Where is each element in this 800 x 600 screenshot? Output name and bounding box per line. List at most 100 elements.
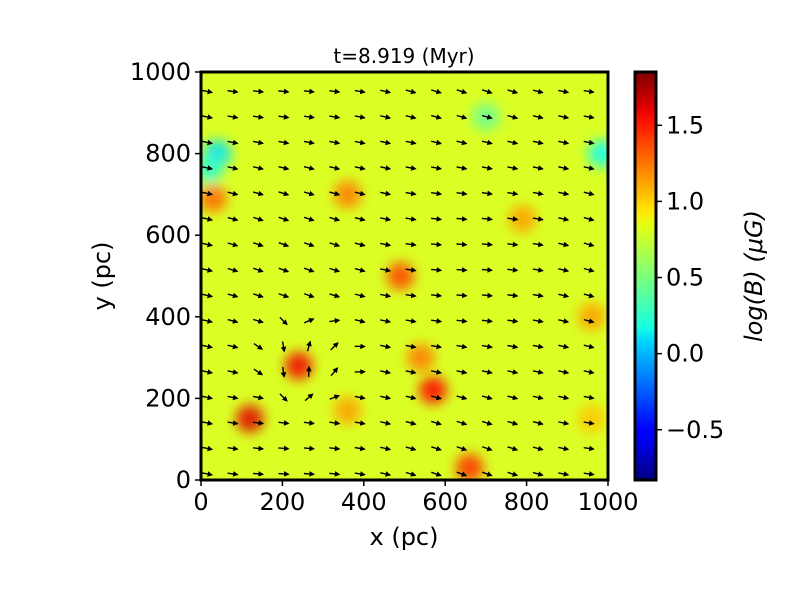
field-arrow (253, 368, 264, 376)
field-arrow (380, 471, 392, 477)
field-arrow (558, 190, 570, 197)
field-arrow (304, 393, 314, 402)
field-arrow (354, 471, 366, 477)
field-arrow (253, 292, 264, 299)
field-arrow (532, 267, 544, 273)
field-arrow (405, 369, 417, 375)
field-arrow (253, 216, 264, 222)
field-arrow (430, 190, 443, 197)
field-arrow (227, 318, 239, 324)
field-arrow (278, 241, 290, 248)
field-arrow (558, 471, 570, 477)
field-arrow (303, 445, 315, 452)
field-arrow (430, 267, 443, 273)
field-arrow (558, 165, 570, 171)
colorbar-tick-label: 1.5 (666, 111, 704, 139)
field-arrow (380, 139, 392, 146)
heatmap-feature (587, 139, 608, 168)
colorbar-frame (633, 70, 658, 482)
field-arrow (354, 165, 366, 171)
field-arrow (583, 88, 595, 95)
field-arrow (481, 216, 494, 222)
field-arrow (303, 88, 315, 95)
field-arrow (456, 139, 468, 146)
colorbar-tick-label: 0.0 (666, 340, 704, 368)
field-arrow (456, 241, 468, 248)
field-arrow (405, 343, 417, 350)
field-arrow (329, 190, 341, 197)
field-arrow (227, 241, 239, 248)
field-arrow (354, 445, 366, 452)
field-arrow (202, 369, 214, 375)
field-arrow (329, 445, 341, 452)
field-arrow (405, 318, 417, 324)
field-arrow (583, 292, 595, 299)
field-arrow (558, 420, 570, 426)
field-arrow (354, 190, 366, 197)
field-arrow (431, 139, 443, 146)
field-arrow (252, 114, 265, 120)
field-arrow (354, 241, 366, 248)
field-arrow (380, 292, 392, 299)
field-arrow (507, 114, 519, 120)
field-arrow (380, 394, 392, 401)
field-arrow (252, 394, 264, 401)
field-arrow (252, 318, 264, 324)
field-arrow (481, 241, 494, 248)
field-arrow (405, 292, 417, 299)
field-arrow (583, 114, 595, 120)
colorbar: −0.5 0.0 0.5 1.0 1.5 log(B) (μG) (633, 70, 768, 482)
field-arrow (532, 369, 544, 375)
x-axis-label: x (pc) (370, 523, 439, 551)
field-arrow (329, 114, 341, 120)
field-arrow (380, 190, 392, 197)
field-arrow (558, 343, 570, 350)
field-arrow (405, 445, 417, 452)
field-arrow (558, 318, 570, 324)
field-arrow (481, 420, 493, 426)
field-arrow (280, 341, 287, 353)
field-arrow (507, 165, 519, 171)
field-arrow (456, 445, 468, 452)
field-arrow (202, 471, 214, 477)
field-arrow (456, 471, 468, 477)
heatmap-feature (201, 155, 224, 184)
y-axis: 0 200 400 600 800 1000 (130, 58, 201, 494)
field-arrow (329, 292, 341, 299)
field-arrow (303, 190, 315, 197)
field-arrow (303, 165, 315, 171)
field-arrow (202, 420, 214, 426)
field-arrow (202, 394, 214, 401)
field-arrow (583, 343, 595, 350)
heatmap-feature (406, 343, 435, 372)
heatmap-feature (284, 351, 313, 380)
field-arrow (583, 216, 595, 222)
field-arrow (507, 445, 519, 452)
field-arrow (354, 139, 366, 146)
field-arrow (202, 343, 214, 350)
field-arrow (507, 318, 519, 324)
field-arrow (583, 241, 595, 248)
field-arrow (456, 343, 468, 350)
field-arrow (532, 139, 544, 146)
field-arrow (558, 445, 570, 452)
field-arrow (532, 88, 544, 95)
heatmap-feature (201, 184, 228, 213)
plot-area (199, 70, 610, 482)
field-arrow (227, 114, 239, 120)
field-arrow (202, 139, 214, 146)
field-arrow (532, 114, 544, 120)
field-arrow (306, 340, 312, 352)
field-arrow (558, 216, 570, 222)
field-arrow (303, 292, 315, 299)
field-arrow (303, 420, 315, 426)
plot-frame (199, 70, 610, 482)
field-arrow (303, 318, 315, 324)
field-arrow (252, 420, 265, 426)
field-arrow (507, 292, 519, 299)
field-arrow (278, 420, 290, 426)
heatmap-feature (333, 396, 362, 425)
field-arrow (329, 139, 341, 146)
field-arrow (278, 445, 290, 452)
field-arrow (558, 292, 570, 299)
